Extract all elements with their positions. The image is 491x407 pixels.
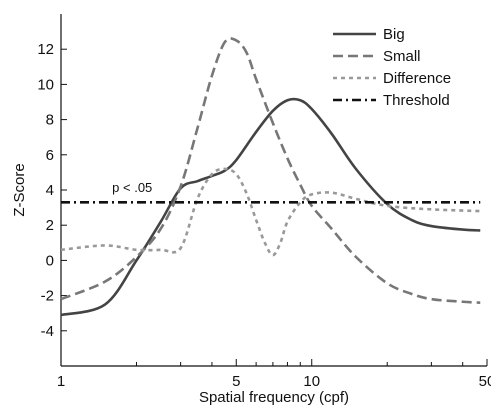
series-line-difference — [60, 167, 481, 257]
y-tick-label: 0 — [46, 252, 54, 269]
legend: Big Small Difference Threshold — [333, 26, 451, 109]
legend-label-big: Big — [383, 26, 405, 43]
y-tick-label: 2 — [46, 217, 54, 234]
series-line-big — [60, 97, 481, 317]
x-tick-label: 1 — [57, 373, 65, 390]
y-axis-label: Z-Score — [11, 163, 28, 216]
y-tick-label: 4 — [46, 182, 54, 199]
x-tick-label: 10 — [303, 373, 320, 390]
y-tick-label: -4 — [41, 323, 54, 340]
x-tick-label: 50 — [479, 373, 491, 390]
y-tick-label: 6 — [46, 147, 54, 164]
y-tick-label: 10 — [37, 76, 54, 93]
y-tick-label: 8 — [46, 112, 54, 129]
legend-label-difference: Difference — [383, 70, 451, 87]
x-axis-label: Spatial frequency (cpf) — [199, 389, 349, 406]
series-lines — [60, 37, 481, 317]
y-tick-label: 12 — [37, 41, 54, 58]
y-tick-label: -2 — [41, 288, 54, 305]
legend-label-threshold: Threshold — [383, 92, 450, 109]
significance-annotation: p < .05 — [112, 180, 152, 195]
x-tick-label: 5 — [232, 373, 240, 390]
legend-label-small: Small — [383, 48, 421, 65]
axes: -4 -2 0 2 4 6 8 10 12 1 5 10 50 — [37, 14, 491, 390]
